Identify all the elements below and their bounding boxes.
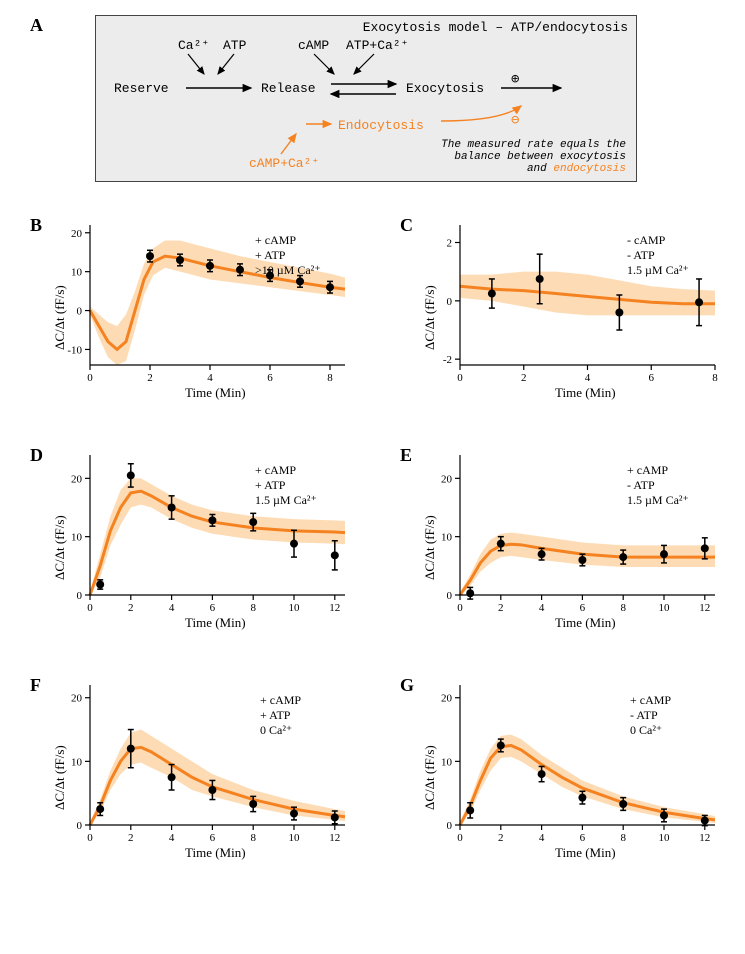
svg-text:0: 0: [87, 602, 93, 614]
svg-text:6: 6: [210, 602, 216, 614]
ylabel-g: ΔC/Δt (fF/s): [422, 745, 438, 810]
cond-e: + cAMP- ATP1.5 µM Ca²⁺: [627, 463, 689, 508]
ylabel-d: ΔC/Δt (fF/s): [52, 515, 68, 580]
svg-text:20: 20: [71, 228, 83, 240]
svg-text:2: 2: [147, 372, 153, 384]
svg-text:8: 8: [620, 832, 626, 844]
diagram-box: Exocytosis model – ATP/endocytosis Ca²⁺ …: [95, 15, 637, 182]
svg-text:0: 0: [447, 590, 453, 602]
svg-text:12: 12: [329, 602, 340, 614]
diagram-arrows: [96, 16, 636, 181]
panel-label-b: B: [30, 215, 42, 236]
svg-text:2: 2: [447, 238, 453, 250]
svg-text:2: 2: [521, 372, 527, 384]
svg-text:20: 20: [441, 693, 453, 705]
figure: A Exocytosis model – ATP/endocytosis Ca²…: [0, 0, 745, 954]
svg-text:10: 10: [71, 756, 83, 768]
svg-text:8: 8: [712, 372, 718, 384]
svg-text:0: 0: [457, 602, 463, 614]
svg-text:4: 4: [169, 602, 175, 614]
cond-d: + cAMP+ ATP1.5 µM Ca²⁺: [255, 463, 317, 508]
svg-text:12: 12: [699, 602, 710, 614]
svg-text:4: 4: [585, 372, 591, 384]
svg-text:2: 2: [498, 832, 504, 844]
svg-text:0: 0: [77, 590, 83, 602]
svg-text:10: 10: [659, 602, 671, 614]
svg-text:-2: -2: [443, 354, 452, 366]
svg-text:0: 0: [447, 820, 453, 832]
svg-text:10: 10: [441, 756, 453, 768]
svg-text:6: 6: [267, 372, 273, 384]
svg-text:4: 4: [207, 372, 213, 384]
chart-g: 02468101201020: [450, 680, 720, 835]
svg-text:4: 4: [539, 602, 545, 614]
ylabel-c: ΔC/Δt (fF/s): [422, 285, 438, 350]
panel-label-a: A: [30, 15, 43, 36]
svg-text:0: 0: [77, 306, 83, 318]
cond-c: - cAMP- ATP1.5 µM Ca²⁺: [627, 233, 689, 278]
svg-text:20: 20: [71, 473, 83, 485]
svg-text:0: 0: [87, 372, 93, 384]
svg-text:2: 2: [128, 832, 134, 844]
svg-text:6: 6: [580, 832, 586, 844]
ylabel-e: ΔC/Δt (fF/s): [422, 515, 438, 580]
svg-text:10: 10: [441, 532, 453, 544]
panel-label-f: F: [30, 675, 41, 696]
svg-text:6: 6: [210, 832, 216, 844]
svg-text:20: 20: [441, 473, 453, 485]
svg-text:0: 0: [87, 832, 93, 844]
xlabel-b: Time (Min): [185, 385, 246, 401]
svg-text:8: 8: [250, 602, 256, 614]
cond-g: + cAMP- ATP0 Ca²⁺: [630, 693, 671, 738]
svg-text:10: 10: [659, 832, 671, 844]
svg-text:10: 10: [289, 832, 301, 844]
svg-text:10: 10: [71, 532, 83, 544]
panel-label-c: C: [400, 215, 413, 236]
svg-text:6: 6: [580, 602, 586, 614]
svg-text:-10: -10: [67, 344, 82, 356]
svg-text:0: 0: [457, 832, 463, 844]
svg-text:8: 8: [620, 602, 626, 614]
svg-text:10: 10: [289, 602, 301, 614]
chart-f: 02468101201020: [80, 680, 350, 835]
svg-text:0: 0: [457, 372, 463, 384]
svg-text:10: 10: [71, 267, 83, 279]
svg-text:20: 20: [71, 693, 83, 705]
svg-text:0: 0: [447, 296, 453, 308]
svg-text:12: 12: [329, 832, 340, 844]
svg-text:4: 4: [539, 832, 545, 844]
xlabel-c: Time (Min): [555, 385, 616, 401]
svg-text:8: 8: [250, 832, 256, 844]
panel-label-g: G: [400, 675, 414, 696]
panel-label-e: E: [400, 445, 412, 466]
xlabel-g: Time (Min): [555, 845, 616, 861]
svg-text:4: 4: [169, 832, 175, 844]
xlabel-f: Time (Min): [185, 845, 246, 861]
panel-label-d: D: [30, 445, 43, 466]
xlabel-e: Time (Min): [555, 615, 616, 631]
svg-text:12: 12: [699, 832, 710, 844]
cond-f: + cAMP+ ATP0 Ca²⁺: [260, 693, 301, 738]
ylabel-f: ΔC/Δt (fF/s): [52, 745, 68, 810]
svg-text:2: 2: [498, 602, 504, 614]
cond-b: + cAMP+ ATP>10 µM Ca²⁺: [255, 233, 321, 278]
svg-text:0: 0: [77, 820, 83, 832]
xlabel-d: Time (Min): [185, 615, 246, 631]
ylabel-b: ΔC/Δt (fF/s): [52, 285, 68, 350]
svg-text:8: 8: [327, 372, 333, 384]
svg-text:2: 2: [128, 602, 134, 614]
svg-text:6: 6: [649, 372, 655, 384]
